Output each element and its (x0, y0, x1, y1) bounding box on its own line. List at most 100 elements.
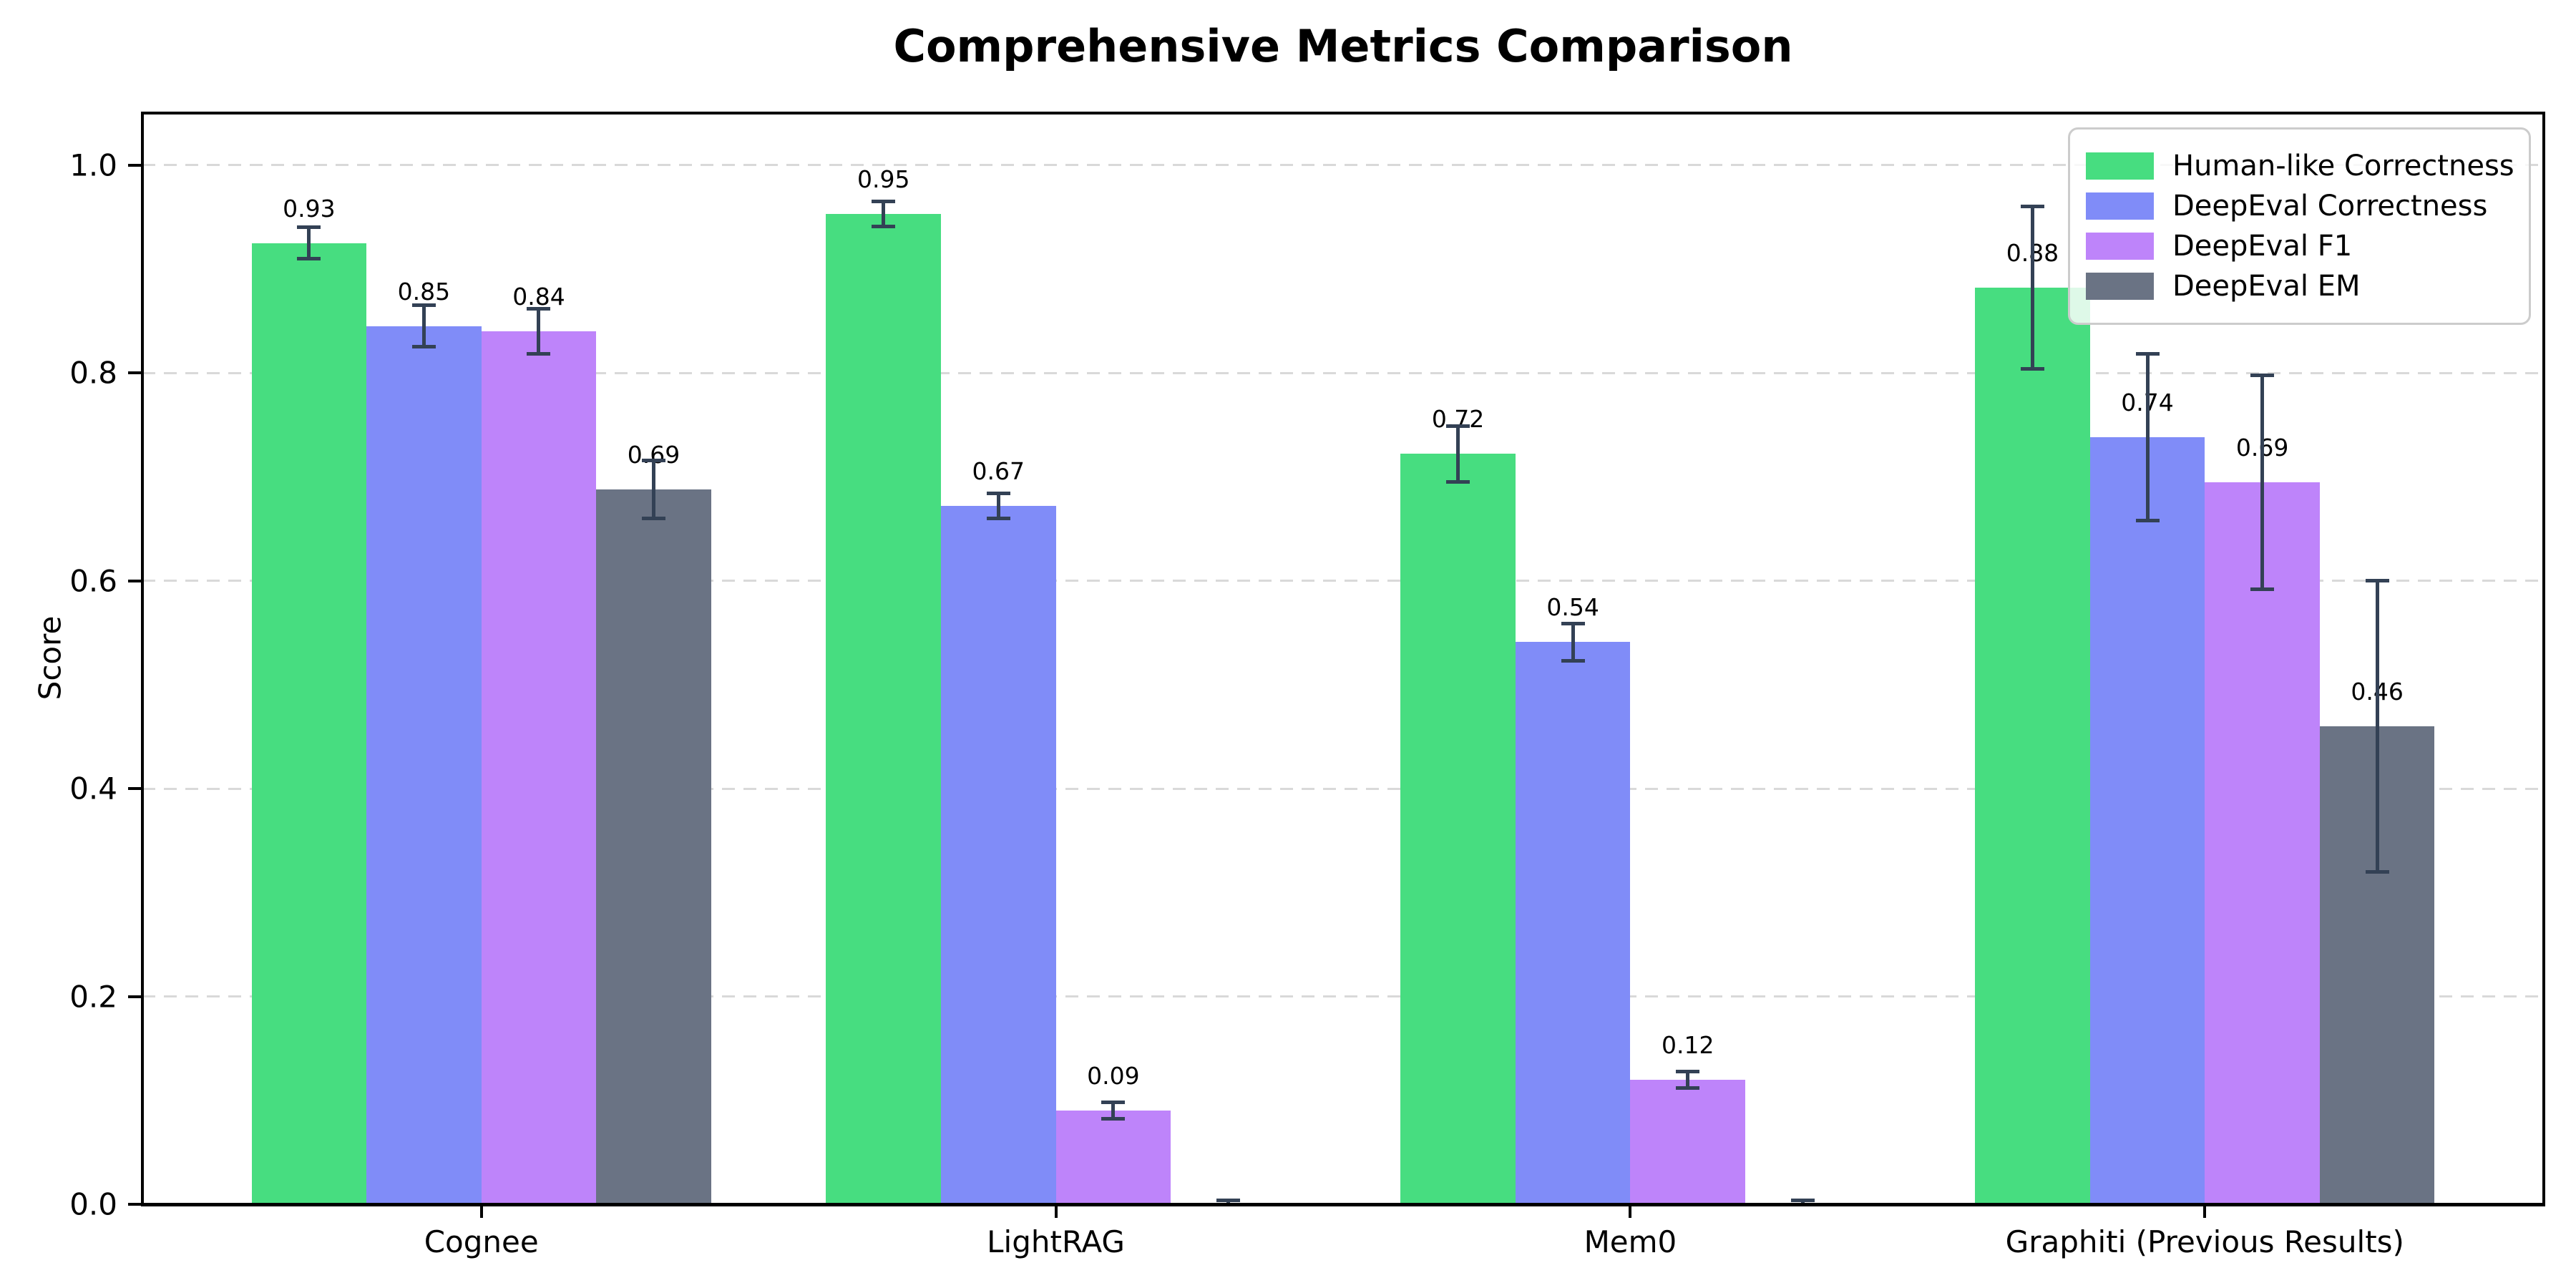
y-tick-mark (128, 995, 141, 998)
error-bar (537, 308, 541, 354)
error-bar (1800, 1200, 1805, 1204)
error-bar-cap-top (1676, 1069, 1700, 1073)
x-tick-label-lightrag: LightRAG (987, 1224, 1125, 1259)
bar-mem0-deepeval-correctness (1515, 642, 1631, 1204)
bar-graphiti-previous-results--human-like-correctness (1975, 288, 2090, 1204)
error-bar (307, 227, 311, 259)
error-bar-cap-top (642, 458, 666, 462)
y-tick-label: 0.2 (69, 979, 117, 1015)
axis-spine-bottom (141, 1203, 2545, 1206)
x-tick-label-graphiti-previous-results-: Graphiti (Previous Results) (2005, 1224, 2404, 1259)
error-bar-cap-top (2020, 205, 2044, 209)
bar-lightrag-human-like-correctness (826, 213, 941, 1204)
y-tick-mark (128, 579, 141, 582)
axis-spine-top (141, 112, 2545, 114)
bar-mem0-deepeval-f1 (1630, 1079, 1745, 1204)
error-bar (1571, 623, 1575, 661)
bar-lightrag-deepeval-f1 (1055, 1111, 1171, 1204)
error-bar-cap-top (2250, 373, 2275, 377)
bar-value-label: 0.09 (1087, 1062, 1140, 1091)
error-bar-cap-bottom (2250, 587, 2275, 591)
error-bar-cap-top (2135, 352, 2160, 356)
bar-value-label: 0.85 (397, 277, 451, 306)
y-tick-label: 0.4 (69, 771, 117, 806)
error-bar (2375, 580, 2379, 872)
error-bar-cap-bottom (872, 224, 896, 228)
bar-value-label: 0.93 (283, 194, 336, 223)
error-bar (1686, 1071, 1690, 1088)
bar-graphiti-previous-results--deepeval-f1 (2205, 482, 2320, 1204)
bar-mem0-human-like-correctness (1400, 454, 1516, 1204)
legend: Human-like Correctness DeepEval Correctne… (2068, 127, 2531, 325)
x-tick-label-cognee: Cognee (424, 1224, 539, 1259)
error-bar-cap-bottom (986, 516, 1010, 520)
legend-swatch (2086, 273, 2154, 300)
bar-value-label: 0.12 (1661, 1030, 1714, 1059)
legend-label: Human-like Correctness (2172, 150, 2514, 182)
error-bar (2145, 353, 2150, 521)
error-bar-cap-top (411, 303, 436, 308)
error-bar (421, 305, 426, 347)
error-bar-cap-bottom (642, 516, 666, 520)
y-tick-mark (128, 787, 141, 791)
error-bar-cap-bottom (2365, 869, 2389, 874)
bar-lightrag-deepeval-correctness (940, 506, 1056, 1204)
error-bar-cap-bottom (1101, 1117, 1126, 1121)
error-bar-cap-top (297, 225, 321, 230)
error-bar (882, 201, 886, 227)
bar-value-label: 0.84 (512, 282, 565, 311)
gridline-y-1 (142, 164, 2544, 167)
chart-title: Comprehensive Metrics Comparison (893, 20, 1793, 72)
error-bar-cap-bottom (411, 345, 436, 349)
legend-label: DeepEval F1 (2172, 230, 2353, 263)
error-bar (996, 493, 1000, 519)
error-bar (652, 460, 656, 519)
error-bar (1111, 1102, 1116, 1119)
bar-cognee-deepeval-em (596, 489, 711, 1204)
bar-cognee-deepeval-f1 (481, 331, 597, 1204)
bar-value-label: 0.54 (1546, 593, 1599, 622)
legend-item: DeepEval F1 (2086, 230, 2510, 263)
error-bar (1226, 1200, 1230, 1204)
legend-item: DeepEval EM (2086, 270, 2510, 303)
x-tick-label-mem0: Mem0 (1584, 1224, 1677, 1259)
error-bar-cap-top (1216, 1198, 1240, 1202)
bar-graphiti-previous-results--deepeval-correctness (2089, 437, 2205, 1204)
bar-cognee-deepeval-correctness (366, 326, 482, 1204)
error-bar-cap-bottom (1446, 480, 1470, 484)
error-bar-cap-top (1790, 1198, 1815, 1202)
x-tick-mark (2203, 1206, 2207, 1218)
y-tick-mark (128, 371, 141, 375)
legend-swatch (2086, 192, 2154, 220)
y-tick-mark (128, 163, 141, 167)
error-bar-cap-bottom (1676, 1085, 1700, 1090)
bar-value-label: 0.95 (857, 165, 910, 193)
y-tick-label: 1.0 (69, 147, 117, 183)
x-tick-mark (1054, 1206, 1058, 1218)
legend-label: DeepEval Correctness (2172, 190, 2488, 223)
error-bar-cap-top (1446, 424, 1470, 428)
bar-value-label: 0.67 (972, 457, 1025, 485)
error-bar-cap-bottom (2020, 366, 2044, 371)
error-bar (2030, 206, 2034, 369)
legend-item: Human-like Correctness (2086, 150, 2514, 182)
error-bar-cap-bottom (1561, 658, 1585, 663)
x-tick-mark (479, 1206, 483, 1218)
axis-spine-left (141, 112, 144, 1206)
error-bar (2260, 375, 2265, 590)
error-bar-cap-top (1561, 621, 1585, 625)
legend-label: DeepEval EM (2172, 270, 2361, 303)
error-bar-cap-bottom (297, 256, 321, 260)
gridline-y-0.6 (142, 580, 2544, 582)
plot-area: 0.930.950.720.880.850.670.540.740.840.09… (142, 113, 2544, 1204)
error-bar-cap-bottom (2135, 518, 2160, 522)
error-bar-cap-top (2365, 579, 2389, 583)
x-tick-mark (1629, 1206, 1632, 1218)
error-bar-cap-top (986, 492, 1010, 496)
gridline-y-0.2 (142, 995, 2544, 998)
gridline-y-0.4 (142, 787, 2544, 790)
legend-item: DeepEval Correctness (2086, 190, 2510, 223)
legend-swatch (2086, 152, 2154, 180)
y-tick-label: 0.6 (69, 563, 117, 599)
